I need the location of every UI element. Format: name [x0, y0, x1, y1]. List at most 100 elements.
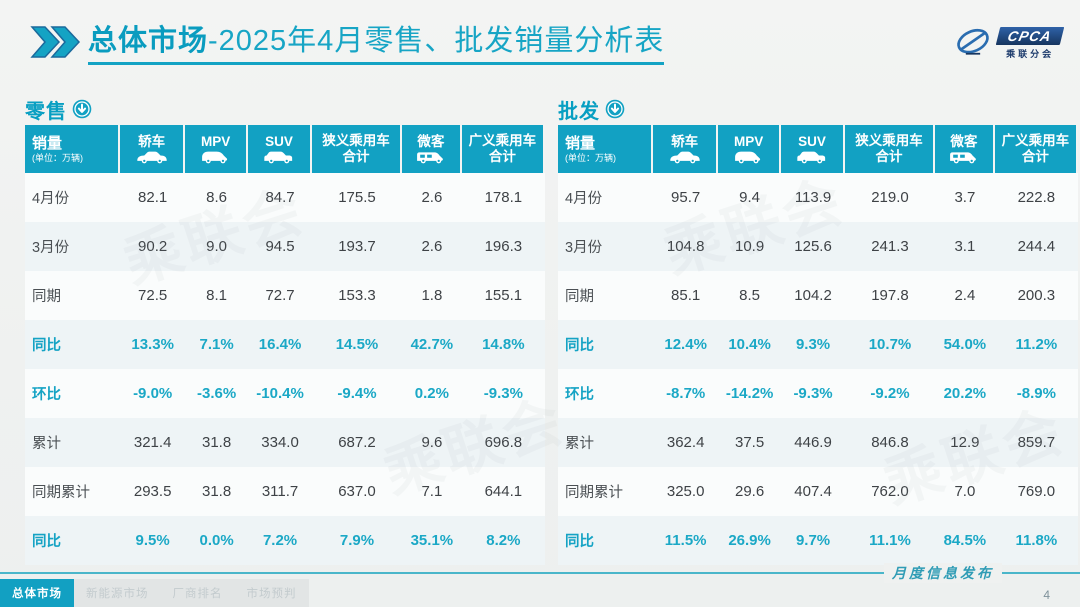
double-chevron-icon: [30, 26, 81, 58]
table-cell: 311.7: [248, 467, 313, 516]
table-cell: 9.4: [718, 173, 782, 222]
cpca-chinese-name: 乘联分会: [1006, 48, 1055, 59]
wholesale-label-text: 批发: [558, 100, 600, 123]
table-cell: 10.7%: [845, 320, 935, 369]
table-cell: 7.0: [934, 467, 995, 516]
table-cell: 0.0%: [185, 516, 249, 565]
retail-label-text: 零售: [25, 100, 67, 123]
row-label: 4月份: [25, 173, 121, 222]
table-cell: -14.2%: [718, 369, 782, 418]
table-cell: 222.8: [994, 173, 1078, 222]
table-cell: 334.0: [248, 418, 313, 467]
table-cell: 696.8: [461, 418, 545, 467]
retail-label: 零售: [25, 96, 545, 123]
cpca-logo: CPCA 乘联分会: [952, 22, 1065, 60]
column-label: 广义乘用车: [468, 133, 537, 149]
table-cell: 95.7: [653, 173, 719, 222]
table-cell: 9.7%: [781, 516, 846, 565]
row-label: 4月份: [558, 173, 654, 222]
page-title: 总体市场-2025年4月零售、批发销量分析表: [88, 22, 665, 65]
title-subject: -2025年4月零售、批发销量分析表: [208, 25, 665, 57]
table-cell: 3.7: [934, 173, 995, 222]
wholesale-label: 批发: [558, 96, 1078, 123]
table-cell: 155.1: [461, 271, 545, 320]
table-cell: 325.0: [653, 467, 719, 516]
table-cell: 2.6: [401, 173, 462, 222]
header-cell: SUV: [781, 125, 846, 173]
table-cell: -9.0%: [120, 369, 186, 418]
table-cell: -9.3%: [461, 369, 545, 418]
table-cell: 12.9: [934, 418, 995, 467]
table-cell: -8.9%: [994, 369, 1078, 418]
table-cell: 84.5%: [934, 516, 995, 565]
header-sales-label: 销量: [565, 134, 596, 152]
table-cell: 241.3: [845, 222, 935, 271]
table-cell: 321.4: [120, 418, 186, 467]
table-cell: 72.5: [120, 271, 186, 320]
column-label: 微客: [950, 133, 978, 149]
table-cell: 175.5: [312, 173, 402, 222]
table-cell: 16.4%: [248, 320, 313, 369]
row-label: 同比: [25, 320, 121, 369]
table-cell: 769.0: [994, 467, 1078, 516]
table-cell: 8.6: [185, 173, 249, 222]
row-label: 同比: [558, 516, 654, 565]
tab-总体市场[interactable]: 总体市场: [0, 579, 74, 607]
tab-厂商排名[interactable]: 厂商排名: [160, 579, 235, 607]
table-cell: 1.8: [401, 271, 462, 320]
table-cell: 125.6: [781, 222, 846, 271]
retail-table: 销量 (单位：万辆) 轿车 MPV SUV 狭义乘用车 合计 微客 广义乘用车 合计 4月份 82.1…: [25, 125, 545, 565]
table-cell: 637.0: [312, 467, 402, 516]
header-cell-sales-unit: 销量 (单位：万辆): [25, 125, 121, 173]
column-label: SUV: [798, 133, 826, 149]
table-cell: 9.5%: [120, 516, 186, 565]
table-cell: 762.0: [845, 467, 935, 516]
table-cell: 10.9: [718, 222, 782, 271]
tab-新能源市场[interactable]: 新能源市场: [74, 579, 161, 607]
table-cell: 7.1: [401, 467, 462, 516]
row-label: 环比: [558, 369, 654, 418]
table-cell: 104.2: [781, 271, 846, 320]
table-cell: 90.2: [120, 222, 186, 271]
table-cell: 9.6: [401, 418, 462, 467]
table-cell: 35.1%: [401, 516, 462, 565]
row-label: 同期累计: [558, 467, 654, 516]
table-cell: 219.0: [845, 173, 935, 222]
suv-icon: [264, 151, 293, 164]
header-cell: MPV: [718, 125, 782, 173]
down-arrow-circle-icon: [605, 99, 625, 119]
table-cell: -9.2%: [845, 369, 935, 418]
sedan-icon: [136, 151, 167, 164]
table-cell: 446.9: [781, 418, 846, 467]
table-cell: 8.5: [718, 271, 782, 320]
table-cell: -10.4%: [248, 369, 313, 418]
table-cell: 244.4: [994, 222, 1078, 271]
header-cell: 广义乘用车 合计: [461, 125, 545, 173]
table-cell: 82.1: [120, 173, 186, 222]
column-label: MPV: [733, 133, 764, 149]
tables-area: 零售 销量 (单位：万辆) 轿车 MPV SUV 狭义乘用车 合计 微客 广义乘用车 合计 4月份 8…: [25, 96, 1078, 565]
table-cell: 14.5%: [312, 320, 402, 369]
table-cell: 2.4: [934, 271, 995, 320]
column-label-line2: 合计: [342, 149, 370, 164]
table-cell: 200.3: [994, 271, 1078, 320]
table-cell: 362.4: [653, 418, 719, 467]
table-cell: 84.7: [248, 173, 313, 222]
table-cell: -3.6%: [185, 369, 249, 418]
column-label: 狭义乘用车: [322, 133, 390, 149]
header-cell: 轿车: [120, 125, 186, 173]
table-cell: 178.1: [461, 173, 545, 222]
tab-市场预判[interactable]: 市场预判: [234, 579, 309, 607]
table-cell: 72.7: [248, 271, 313, 320]
column-label-line2: 合计: [488, 149, 516, 164]
sedan-icon: [669, 151, 700, 164]
table-cell: 26.9%: [718, 516, 782, 565]
table-cell: -9.3%: [781, 369, 846, 418]
table-cell: 11.2%: [994, 320, 1078, 369]
table-cell: 846.8: [845, 418, 935, 467]
table-cell: 14.8%: [461, 320, 545, 369]
suv-icon: [797, 151, 826, 164]
title-row: 总体市场-2025年4月零售、批发销量分析表 CPCA 乘联分会: [30, 22, 1065, 65]
column-label: MPV: [200, 133, 231, 149]
